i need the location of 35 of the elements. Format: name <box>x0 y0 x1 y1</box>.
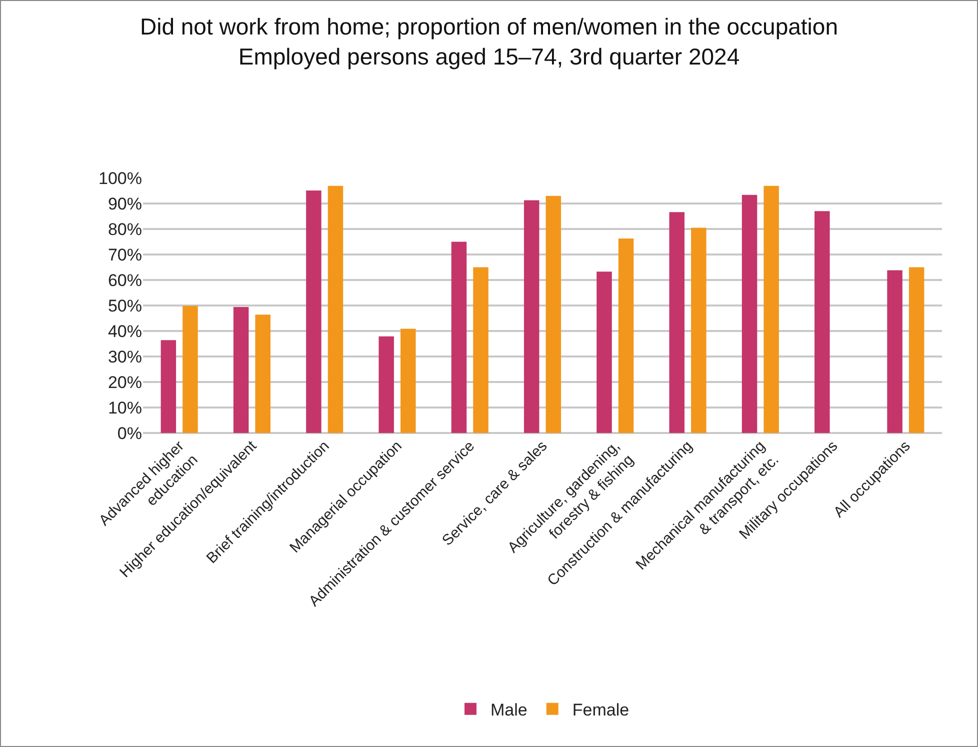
bar <box>618 238 634 433</box>
bar <box>160 340 176 433</box>
bar <box>908 267 924 433</box>
bar <box>473 267 488 433</box>
bar <box>255 314 270 433</box>
legend-label: Male <box>490 700 528 720</box>
bar <box>306 190 322 433</box>
y-tick-label: 20% <box>108 372 142 392</box>
y-tick-label: 50% <box>108 296 142 316</box>
chart-title: Did not work from home; proportion of men/women in the occupation Employed persons aged 15–74, 3rd quarter 2024 <box>140 14 838 70</box>
bar <box>328 186 344 433</box>
y-tick-label: 90% <box>108 194 142 214</box>
bar <box>182 306 198 433</box>
bar <box>233 307 249 433</box>
bar <box>742 194 758 433</box>
bar <box>691 228 706 433</box>
bar <box>887 270 902 433</box>
bar <box>764 186 779 433</box>
bar <box>669 212 684 433</box>
bar <box>378 336 394 433</box>
y-tick-label: 0% <box>117 424 142 443</box>
y-tick-label: 80% <box>108 220 142 239</box>
bar <box>451 242 467 433</box>
y-tick-label: 100% <box>98 168 142 188</box>
bar <box>814 211 830 433</box>
y-tick-label: 40% <box>108 322 142 341</box>
bar <box>596 272 612 433</box>
bar <box>546 196 562 433</box>
bar <box>400 328 416 433</box>
y-tick-label: 10% <box>108 398 142 418</box>
y-tick-label: 70% <box>108 245 142 264</box>
bar <box>524 200 540 433</box>
y-tick-label: 30% <box>108 347 142 366</box>
y-tick-label: 60% <box>108 270 142 290</box>
legend-label: Female <box>572 700 630 720</box>
